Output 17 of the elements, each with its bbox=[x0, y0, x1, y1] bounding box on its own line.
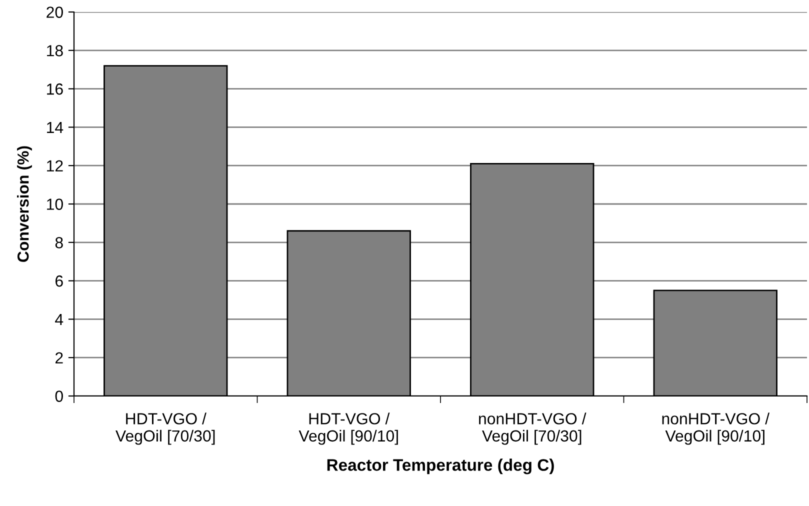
y-tick-label: 12 bbox=[47, 160, 63, 172]
y-axis-title: Conversion (%) bbox=[17, 146, 32, 262]
y-tick-label: 0 bbox=[55, 390, 63, 402]
y-tick-label: 10 bbox=[47, 198, 63, 210]
y-tick-label: 14 bbox=[47, 122, 64, 133]
y-tick-label: 6 bbox=[56, 275, 63, 287]
y-tick-label: 4 bbox=[55, 314, 64, 325]
y-tick-label: 8 bbox=[55, 237, 63, 248]
y-tick-label: 18 bbox=[47, 45, 63, 56]
x-tick-label: nonHDT-VGO / VegOil [70/30] bbox=[479, 412, 586, 445]
y-tick-label: 16 bbox=[47, 83, 63, 95]
y-tick-label: 20 bbox=[46, 6, 63, 18]
y-tick-label: 2 bbox=[56, 352, 63, 364]
x-tick-label: HDT-VGO / VegOil [90/10] bbox=[298, 412, 398, 445]
x-tick-label: HDT-VGO / VegOil [70/30] bbox=[116, 412, 215, 445]
x-tick-label: nonHDT-VGO / VegOil [90/10] bbox=[662, 412, 770, 445]
x-axis-title: Reactor Temperature (deg C) bbox=[327, 458, 554, 474]
